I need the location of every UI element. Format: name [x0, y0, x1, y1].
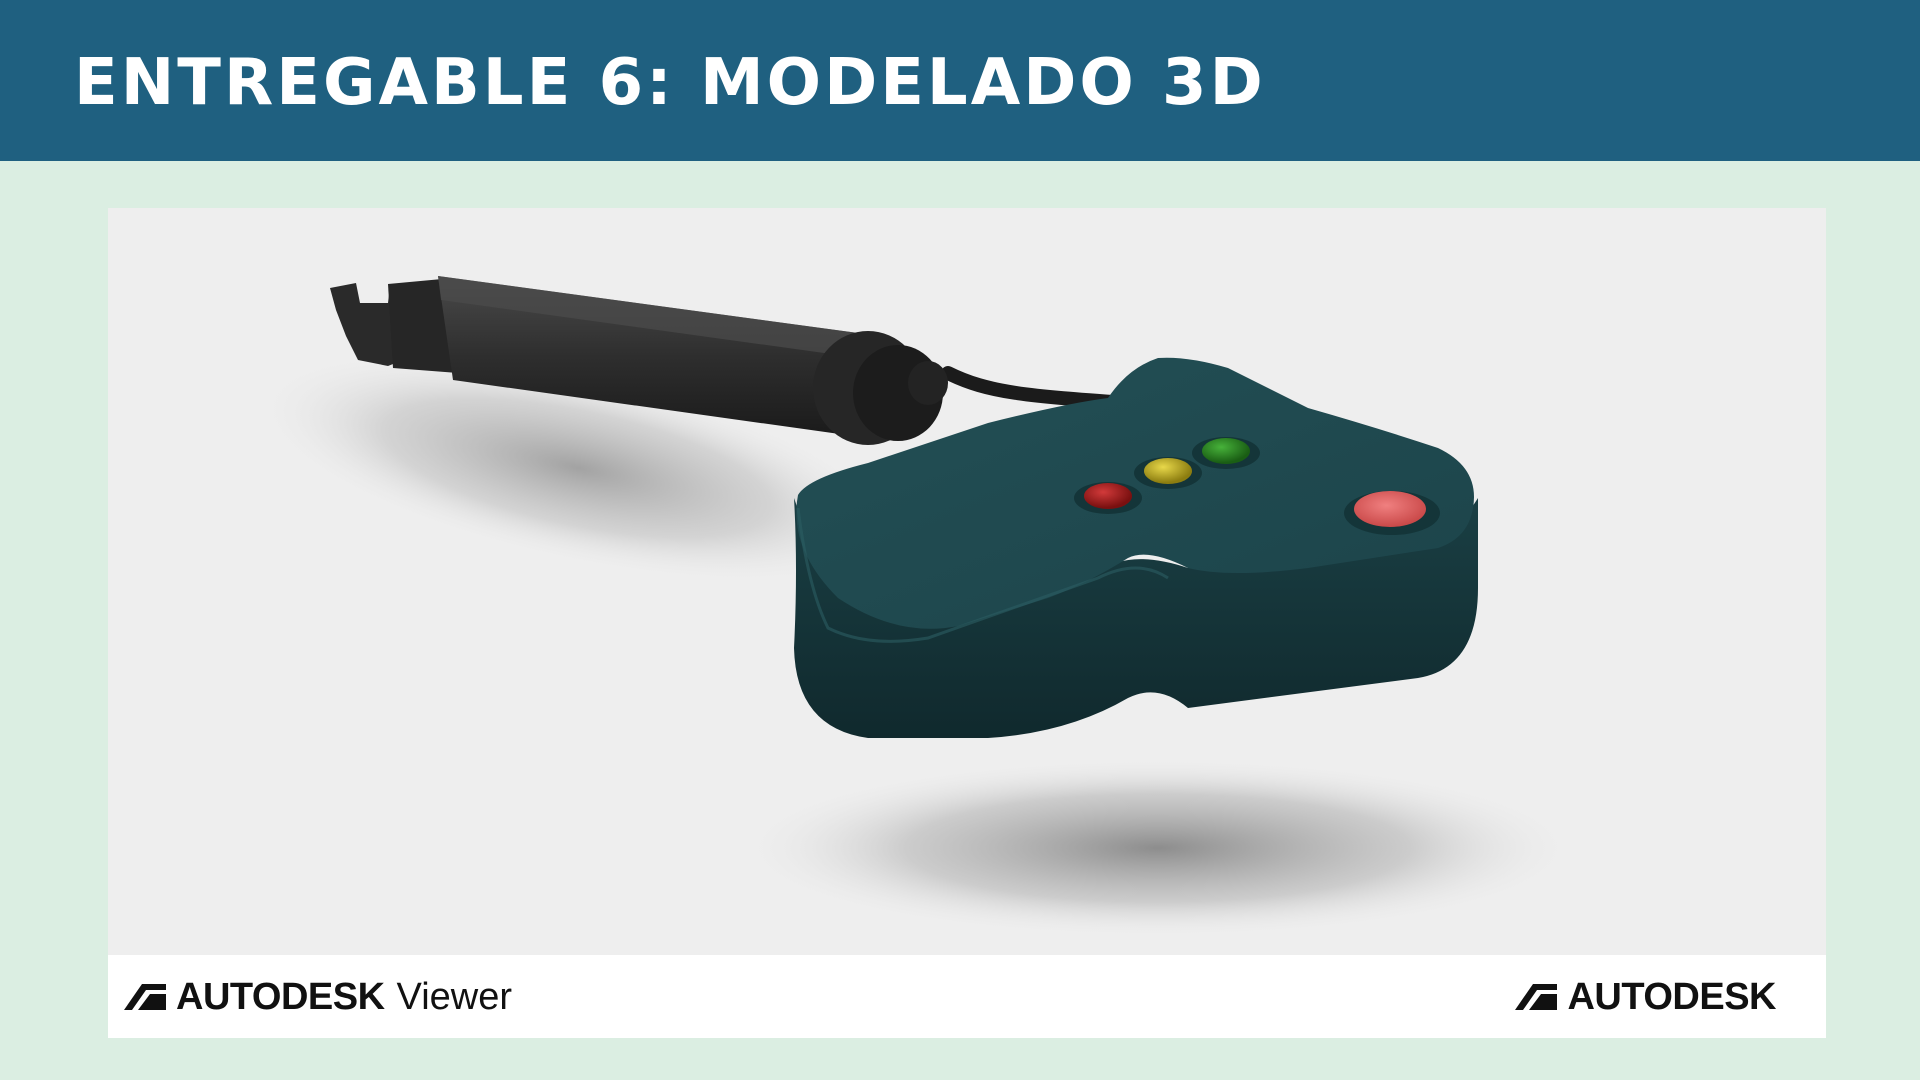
- yellow-led: [1144, 458, 1192, 484]
- autodesk-wordmark: AUTODESK: [176, 975, 385, 1018]
- autodesk-wordmark: AUTODESK: [1567, 975, 1776, 1018]
- slide-title: ENTREGABLE 6: MODELADO 3D: [74, 46, 1266, 120]
- 3d-model-render: [254, 276, 1578, 938]
- red-led: [1084, 483, 1132, 509]
- viewer-product-name: Viewer: [396, 975, 513, 1018]
- autodesk-brand[interactable]: AUTODESK: [1515, 969, 1776, 1025]
- autodesk-logo-icon: [124, 984, 166, 1010]
- autodesk-logo-icon: [1515, 984, 1558, 1010]
- viewer-footer: AUTODESK Viewer AUTODESK: [108, 955, 1826, 1038]
- autodesk-viewer: AUTODESK Viewer AUTODESK: [108, 208, 1826, 1038]
- model-viewport[interactable]: [108, 208, 1826, 955]
- slide-header: ENTREGABLE 6: MODELADO 3D: [0, 0, 1920, 161]
- autodesk-viewer-brand[interactable]: AUTODESK Viewer: [124, 969, 512, 1025]
- green-led: [1202, 438, 1250, 464]
- push-button: [1354, 491, 1426, 527]
